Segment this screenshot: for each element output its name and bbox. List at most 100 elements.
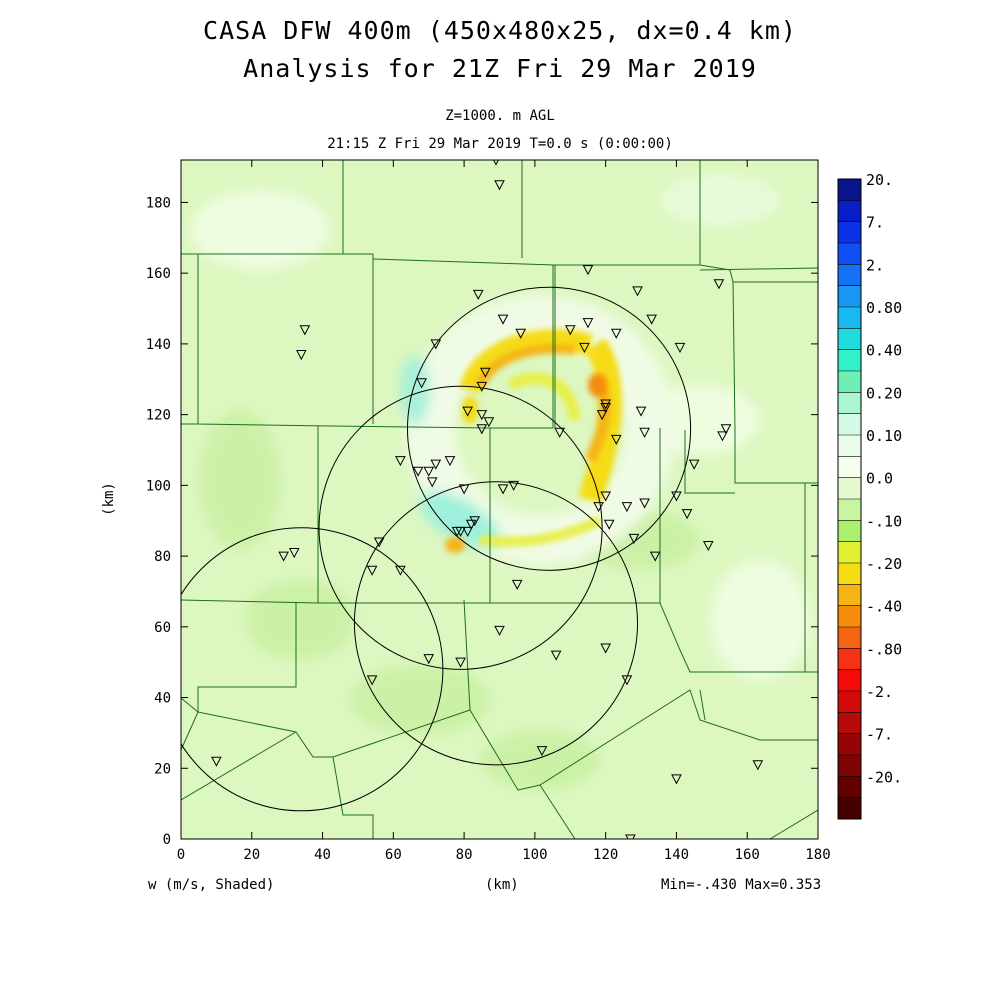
station-marker: [423, 466, 435, 477]
x-tick-label: 60: [385, 847, 402, 863]
colorbar-swatch: [838, 243, 861, 265]
radar-ring-4: [181, 527, 444, 812]
x-tick-label: 40: [314, 847, 331, 863]
station-marker: [494, 625, 505, 636]
radar-rings: [181, 286, 692, 812]
radar-ring-1: [406, 286, 692, 571]
station-marker: [671, 491, 682, 502]
station-marker: [211, 756, 222, 767]
x-tick-label: 100: [522, 847, 547, 863]
x-tick-label: 20: [243, 847, 260, 863]
station-marker: [472, 289, 484, 300]
station-marker: [610, 328, 622, 339]
min-max-label: Min=-.430 Max=0.353: [661, 877, 822, 893]
colorbar-label: -.10: [866, 512, 902, 530]
field-label: w (m/s, Shaded): [148, 877, 275, 893]
station-markers: [211, 160, 764, 839]
colorbar-swatch: [838, 541, 861, 563]
x-tick-label: 120: [593, 847, 618, 863]
colorbar-label: -7.: [866, 726, 893, 744]
y-tick-label: 120: [146, 408, 171, 424]
time-label: 21:15 Z Fri 29 Mar 2019 T=0.0 s (0:00:00…: [327, 136, 673, 152]
station-marker: [508, 480, 519, 491]
station-marker: [632, 286, 643, 297]
colorbar-swatch: [838, 392, 861, 414]
station-marker: [639, 498, 650, 509]
colorbar-swatch: [838, 307, 861, 329]
chart-title: CASA DFW 400m (450x480x25, dx=0.4 km): [203, 16, 797, 45]
y-tick-label: 180: [146, 195, 171, 211]
station-marker: [458, 484, 470, 495]
colorbar-swatch: [838, 776, 861, 798]
colorbar-swatch: [838, 563, 861, 585]
colorbar-swatch: [838, 797, 861, 819]
station-marker: [717, 431, 728, 442]
colorbar-label: 0.10: [866, 427, 902, 445]
y-tick-label: 40: [154, 691, 171, 707]
county-boundaries: [181, 160, 818, 839]
station-marker: [600, 491, 611, 502]
station-marker: [579, 342, 590, 354]
colorbar-label: -.20: [866, 555, 902, 573]
chart-subtitle: Analysis for 21Z Fri 29 Mar 2019: [243, 54, 757, 83]
station-marker: [462, 526, 473, 537]
colorbar: 20. 7. 2. 0.80 0.40 0.20 0.10 0.0 -.10 -.20 -.40 -.…: [837, 171, 902, 820]
radar-ring-2: [318, 385, 603, 670]
colorbar-label: 20.: [866, 171, 893, 189]
colorbar-swatch: [838, 264, 861, 286]
station-marker: [649, 551, 661, 562]
station-marker: [582, 318, 594, 329]
colorbar-swatch: [838, 605, 861, 627]
colorbar-swatch: [838, 221, 861, 243]
y-axis-label: (km): [101, 482, 117, 516]
station-marker: [497, 484, 509, 495]
colorbar-swatch: [838, 627, 861, 649]
y-tick-label: 20: [154, 761, 171, 777]
radar-ring-3: [353, 481, 639, 766]
colorbar-swatch: [838, 648, 861, 670]
y-tick-label: 140: [146, 337, 171, 353]
station-marker: [295, 350, 307, 361]
station-marker: [681, 509, 693, 520]
x-tick-label: 180: [805, 847, 830, 863]
y-axis: 0 20 40 60 80 100 120 140 160 180: [146, 195, 818, 848]
station-marker: [469, 516, 481, 527]
station-marker: [713, 279, 725, 290]
station-marker: [635, 406, 647, 417]
colorbar-swatch: [838, 179, 861, 201]
station-marker: [600, 403, 611, 414]
plot-frame: [180, 159, 819, 840]
station-marker: [416, 378, 427, 389]
station-marker: [462, 406, 473, 417]
station-marker: [476, 410, 488, 421]
station-marker: [430, 459, 442, 470]
station-marker: [497, 314, 509, 325]
station-marker: [412, 466, 424, 477]
y-tick-label: 0: [163, 832, 171, 848]
colorbar-label: 0.20: [866, 384, 902, 402]
colorbar-swatch: [838, 712, 861, 734]
station-marker: [752, 760, 764, 771]
colorbar-label: -.80: [866, 640, 902, 658]
station-marker: [483, 417, 495, 428]
station-marker: [430, 339, 442, 350]
colorbar-label: 0.0: [866, 470, 893, 488]
station-marker: [395, 456, 406, 467]
station-marker: [582, 265, 594, 276]
station-marker: [596, 410, 608, 421]
colorbar-swatch: [838, 584, 861, 606]
station-marker: [550, 650, 562, 661]
station-marker: [564, 325, 576, 336]
x-tick-label: 160: [735, 847, 760, 863]
station-marker: [455, 526, 466, 537]
station-marker: [600, 399, 611, 410]
colorbar-swatch: [838, 520, 861, 542]
station-marker: [610, 434, 622, 445]
station-marker: [476, 424, 488, 435]
station-marker: [688, 459, 700, 470]
station-marker: [455, 657, 466, 668]
colorbar-swatch: [838, 755, 861, 777]
station-marker: [600, 643, 611, 654]
station-marker: [625, 834, 636, 839]
